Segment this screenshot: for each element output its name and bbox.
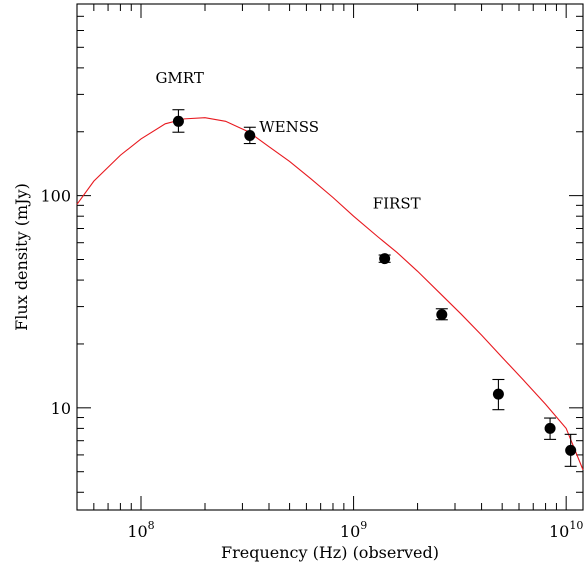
x-tick-label: 109 [340, 519, 367, 541]
annotation-first: FIRST [373, 194, 421, 212]
data-point [492, 388, 504, 400]
y-axis-label: Flux density (mJy) [12, 183, 31, 331]
y-tick-label: 100 [40, 187, 71, 206]
y-tick-label: 10 [51, 399, 71, 418]
data-point [565, 444, 577, 456]
data-point [436, 309, 448, 321]
annotations: GMRT WENSS FIRST [155, 69, 420, 213]
data-points [172, 115, 577, 456]
error-bars [172, 109, 577, 467]
data-point [244, 130, 256, 142]
x-tick-label: 108 [127, 519, 154, 541]
axis-ticks [76, 3, 583, 510]
data-point [544, 422, 556, 434]
annotation-gmrt: GMRT [155, 69, 203, 87]
x-axis-label: Frequency (Hz) (observed) [221, 543, 439, 562]
annotation-wenss: WENSS [259, 118, 319, 136]
data-point [172, 115, 184, 127]
fit-curve [76, 117, 584, 471]
plot-frame [76, 3, 584, 511]
data-point [379, 253, 391, 265]
x-tick-label: 1010 [549, 519, 583, 541]
